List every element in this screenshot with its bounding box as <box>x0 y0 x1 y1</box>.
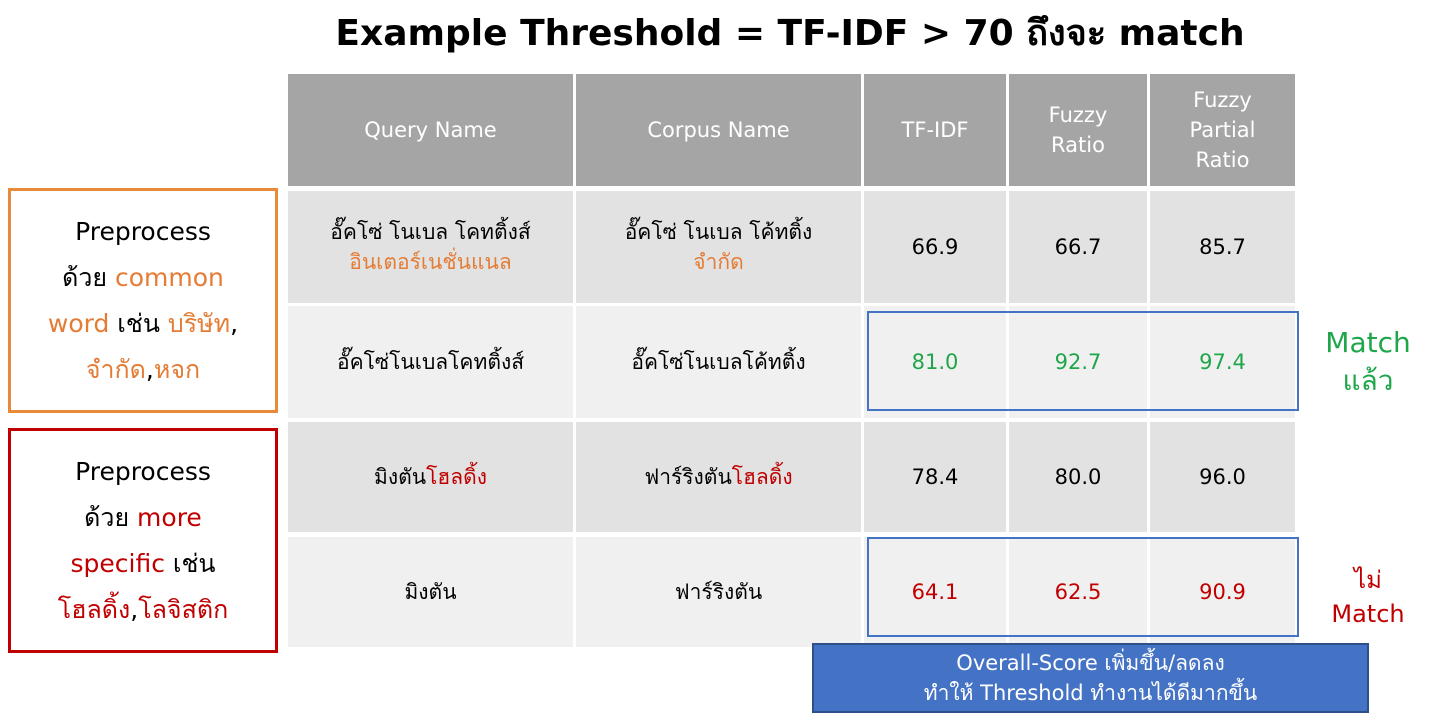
match-highlight-box <box>867 311 1299 411</box>
query-name-text: อั๊คโซ่ โนเบล โคทติ้งส์ <box>330 220 531 244</box>
specific-note-line4: โฮลดิ้ง,โลจิสติก <box>58 587 228 633</box>
header-fuzzy-partial-line3: Ratio <box>1195 148 1250 172</box>
query-name-common-word: อินเตอร์เนชั่นแนล <box>349 250 512 274</box>
common-note-keyword: common <box>114 262 224 292</box>
corpus-name-text: อั๊คโซ่ โนเบล โค้ทติ้ง <box>624 220 813 244</box>
table-row-2-fuzzy-ratio: 92.7 <box>1009 306 1147 418</box>
specific-note-line1: Preprocess <box>75 456 211 486</box>
header-fuzzy-partial-ratio: Fuzzy Partial Ratio <box>1150 74 1295 186</box>
common-note-example-2: จำกัด <box>85 354 146 384</box>
overall-score-banner: Overall-Score เพิ่มขึ้น/ลดลง ทำให้ Thres… <box>812 643 1369 713</box>
table-row-3-fuzzy-partial: 96.0 <box>1150 422 1295 532</box>
table-row-4-corpus: ฟาร์ริงตัน <box>576 537 861 647</box>
table-row-2-fuzzy-partial: 97.4 <box>1150 306 1295 418</box>
match-note-line1: Match <box>1325 326 1411 359</box>
common-note-comma-2: , <box>145 354 154 384</box>
table-row-2-corpus: อั๊คโซ่โนเบลโค้ทติ้ง <box>576 306 861 418</box>
no-match-note: ไม่ Match <box>1305 563 1431 631</box>
table-row-2-tfidf: 81.0 <box>864 306 1006 418</box>
corpus-name-common-word: จำกัด <box>693 250 744 274</box>
common-note-example-3: หจก <box>153 354 201 384</box>
header-fuzzy-ratio-line2: Ratio <box>1051 133 1105 157</box>
corpus-name-base: ฟาร์ริงตัน <box>644 465 732 489</box>
banner-line1: Overall-Score เพิ่มขึ้น/ลดลง <box>956 651 1225 675</box>
query-name-line: มิงตันโฮลดิ้ง <box>374 462 487 492</box>
table-row-4-tfidf: 64.1 <box>864 537 1006 647</box>
specific-note-keyword: more <box>137 502 202 532</box>
specific-note-example-1: โฮลดิ้ง <box>57 594 131 624</box>
match-note-line2: แล้ว <box>1342 364 1394 397</box>
table-row-1-fuzzy-ratio: 66.7 <box>1009 191 1147 303</box>
preprocess-specific-word-box: Preprocess ด้วย more specific เช่น โฮลดิ… <box>8 428 278 653</box>
corpus-name-line: ฟาร์ริงตันโฮลดิ้ง <box>644 462 792 492</box>
common-note-such-as: เช่น <box>109 308 168 338</box>
specific-note-word: specific <box>70 548 165 578</box>
header-fuzzy-ratio-line1: Fuzzy <box>1048 103 1108 127</box>
table-row-4-fuzzy-partial: 90.9 <box>1150 537 1295 647</box>
corpus-name-specific-word: โฮลดิ้ง <box>731 465 793 489</box>
preprocess-common-word-box: Preprocess ด้วย common word เช่น บริษัท,… <box>8 188 278 413</box>
common-note-line2: ด้วย common <box>62 255 224 301</box>
table-row-4-fuzzy-ratio: 62.5 <box>1009 537 1147 647</box>
common-note-word: word <box>47 308 110 338</box>
specific-note-prefix: ด้วย <box>84 502 138 532</box>
table-row-3-fuzzy-ratio: 80.0 <box>1009 422 1147 532</box>
specific-note-comma: , <box>130 594 139 624</box>
specific-note-line3: specific เช่น <box>70 541 215 587</box>
no-match-note-line1: ไม่ <box>1354 566 1382 594</box>
slide-title: Example Threshold = TF-IDF > 70 ถึงจะ ma… <box>335 13 1245 54</box>
banner-line2: ทำให้ Threshold ทำงานได้ดีมากขึ้น <box>923 681 1258 705</box>
header-corpus-name: Corpus Name <box>576 74 861 186</box>
common-note-comma-1: , <box>230 308 239 338</box>
no-match-note-line2: Match <box>1331 600 1405 628</box>
header-fuzzy-partial-line2: Partial <box>1189 118 1256 142</box>
header-query-name: Query Name <box>288 74 573 186</box>
common-note-example-1: บริษัท <box>167 308 231 338</box>
specific-note-line2: ด้วย more <box>84 495 202 541</box>
table-row-4-query: มิงตัน <box>288 537 573 647</box>
header-query-label: Query Name <box>364 118 497 142</box>
common-note-prefix: ด้วย <box>62 262 115 292</box>
query-name-base: มิงตัน <box>374 465 427 489</box>
header-tfidf-label: TF-IDF <box>901 118 969 142</box>
no-match-highlight-box <box>867 537 1299 637</box>
table-row-3-query: มิงตันโฮลดิ้ง <box>288 422 573 532</box>
table-row-1-tfidf: 66.9 <box>864 191 1006 303</box>
header-fuzzy-partial-line1: Fuzzy <box>1193 88 1252 112</box>
query-name-specific-word: โฮลดิ้ง <box>426 465 487 489</box>
table-row-3-corpus: ฟาร์ริงตันโฮลดิ้ง <box>576 422 861 532</box>
table-row-1-fuzzy-partial: 85.7 <box>1150 191 1295 303</box>
header-corpus-label: Corpus Name <box>647 118 790 142</box>
common-note-line1: Preprocess <box>75 216 211 246</box>
table-row-3-tfidf: 78.4 <box>864 422 1006 532</box>
match-note: Match แล้ว <box>1305 324 1431 400</box>
header-tfidf: TF-IDF <box>864 74 1006 186</box>
specific-note-such-as: เช่น <box>164 548 216 578</box>
header-fuzzy-ratio: Fuzzy Ratio <box>1009 74 1147 186</box>
common-note-line3: word เช่น บริษัท, <box>48 301 238 347</box>
table-row-1-corpus: อั๊คโซ่ โนเบล โค้ทติ้ง จำกัด <box>576 191 861 303</box>
table-row-1-query: อั๊คโซ่ โนเบล โคทติ้งส์ อินเตอร์เนชั่นแน… <box>288 191 573 303</box>
specific-note-example-2: โลจิสติก <box>138 594 229 624</box>
common-note-line4: จำกัด,หจก <box>86 347 200 393</box>
table-row-2-query: อั๊คโซ่โนเบลโคทติ้งส์ <box>288 306 573 418</box>
